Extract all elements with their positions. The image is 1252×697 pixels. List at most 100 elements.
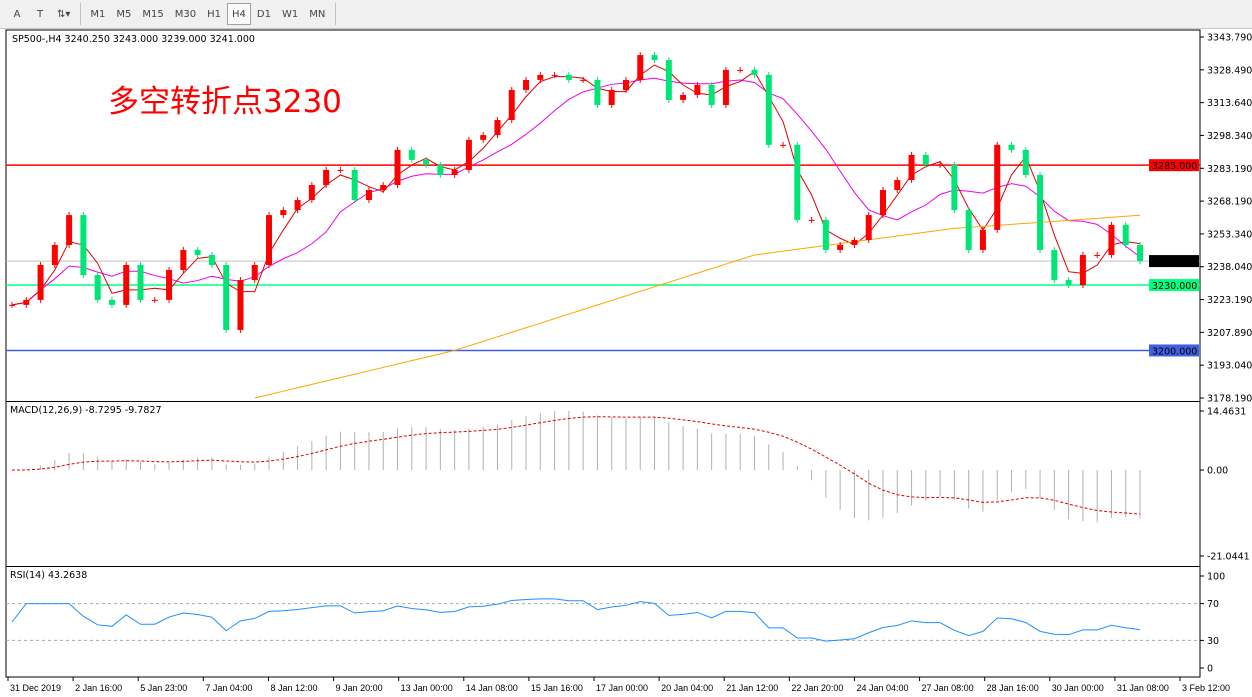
y-tick-label: 3283.190: [1207, 164, 1252, 175]
candle: [523, 79, 530, 90]
candle: [1008, 144, 1015, 150]
candle: [908, 154, 915, 180]
timeframe-m1-button[interactable]: M1: [90, 8, 106, 20]
candle: [1051, 249, 1058, 281]
candle: [465, 139, 472, 170]
y-tick-label: 3223.190: [1207, 295, 1252, 306]
level-label: 3241.000: [1152, 257, 1197, 268]
timeframe-m30-button[interactable]: M30: [174, 8, 197, 20]
timeframe-mn-button[interactable]: MN: [309, 8, 326, 20]
candle: [808, 219, 815, 221]
y-tick-label: 3328.490: [1207, 65, 1252, 76]
rsi-tick-label: 0: [1207, 664, 1213, 675]
y-tick-label: 3253.340: [1207, 229, 1252, 240]
candle: [565, 74, 572, 80]
x-tick-label: 21 Jan 12:00: [726, 683, 778, 693]
candle: [1122, 224, 1129, 245]
x-tick-label: 22 Jan 20:00: [791, 683, 843, 693]
candle: [951, 164, 958, 211]
y-tick-label: 3238.040: [1207, 262, 1252, 273]
annotation-text: 多空转折点3230: [108, 84, 342, 120]
rsi-title: RSI(14) 43.2638: [10, 570, 87, 581]
y-tick-label: 3343.790: [1207, 33, 1252, 44]
level-badge: [1149, 255, 1199, 268]
timeframe-m5-button[interactable]: M5: [116, 8, 132, 20]
candle: [894, 179, 901, 191]
rsi-tick-label: 70: [1207, 599, 1219, 610]
x-tick-label: 20 Jan 04:00: [661, 683, 713, 693]
candle: [794, 144, 801, 220]
toolbar-separator: [335, 3, 337, 25]
y-tick-label: 3268.190: [1207, 197, 1252, 208]
candle: [851, 239, 858, 245]
rsi-line: [11, 598, 1141, 642]
timeframe-h1-button[interactable]: H1: [207, 8, 222, 20]
price-chart[interactable]: 3343.790 3328.490 3313.640 3298.340 3283.190…: [0, 29, 1252, 697]
arrows-tool-button[interactable]: ⇅▾: [57, 8, 71, 20]
timeframe-m15-button[interactable]: M15: [142, 8, 164, 20]
timeframe-h4-button[interactable]: H4: [227, 3, 251, 25]
candle: [822, 219, 829, 250]
text-label-tool-button[interactable]: T: [36, 8, 44, 20]
level-label: 3285.000: [1152, 161, 1197, 172]
candle: [180, 249, 187, 271]
candle: [166, 270, 173, 300]
candle: [780, 144, 787, 146]
candle: [408, 149, 415, 160]
candle: [837, 244, 844, 250]
candle: [123, 265, 130, 305]
candle: [451, 169, 458, 175]
candle: [879, 190, 886, 216]
level-label: 3230.000: [1152, 281, 1197, 292]
candle: [480, 135, 487, 140]
y-tick-label: 3207.890: [1207, 328, 1252, 339]
text-tool-button[interactable]: A: [13, 8, 21, 20]
candle: [365, 190, 372, 201]
candle: [37, 265, 44, 300]
x-tick-label: 9 Jan 20:00: [336, 683, 383, 693]
candle: [194, 249, 201, 255]
candle: [137, 265, 144, 300]
candle: [66, 215, 73, 245]
candle: [1108, 224, 1115, 255]
candle: [323, 169, 330, 185]
candle: [494, 120, 501, 136]
candle: [551, 74, 558, 76]
timeframe-d1-button[interactable]: D1: [256, 8, 271, 20]
candle: [1137, 244, 1143, 262]
y-tick-label: 3193.040: [1207, 361, 1252, 372]
candle: [608, 89, 615, 105]
toolbar: A T ⇅▾ M1 M5 M15 M30 H1 H4 D1 W1 MN: [0, 0, 1252, 29]
candle: [722, 69, 729, 105]
candle: [23, 299, 30, 305]
candle: [1037, 174, 1044, 250]
candle: [865, 215, 872, 240]
x-tick-label: 17 Jan 00:00: [596, 683, 648, 693]
candle: [622, 79, 629, 90]
candle: [1065, 280, 1072, 286]
rsi-tick-label: 30: [1207, 636, 1219, 647]
x-tick-label: 24 Jan 04:00: [856, 683, 908, 693]
chart-frame: [5, 29, 1201, 678]
level-badge: [1149, 159, 1199, 172]
candle: [337, 169, 344, 171]
level-label: 3200.000: [1152, 346, 1197, 357]
x-tick-label: 30 Jan 00:00: [1052, 683, 1104, 693]
candle: [508, 89, 515, 121]
rsi-tick-label: 100: [1207, 572, 1225, 583]
candle: [737, 69, 744, 71]
y-tick-label: 3313.640: [1207, 98, 1252, 109]
ma-long-line: [254, 214, 1141, 399]
candle: [351, 169, 358, 201]
candle: [294, 200, 301, 211]
candle: [51, 244, 58, 266]
candle: [9, 304, 15, 306]
candle: [922, 154, 929, 165]
candle: [580, 79, 587, 81]
x-tick-label: 28 Jan 16:00: [987, 683, 1039, 693]
candle: [80, 215, 87, 276]
timeframe-w1-button[interactable]: W1: [281, 8, 299, 20]
x-tick-label: 5 Jan 23:00: [140, 683, 187, 693]
x-tick-label: 3 Feb 12:00: [1182, 683, 1230, 693]
macd-tick-label: 0.00: [1207, 466, 1228, 477]
